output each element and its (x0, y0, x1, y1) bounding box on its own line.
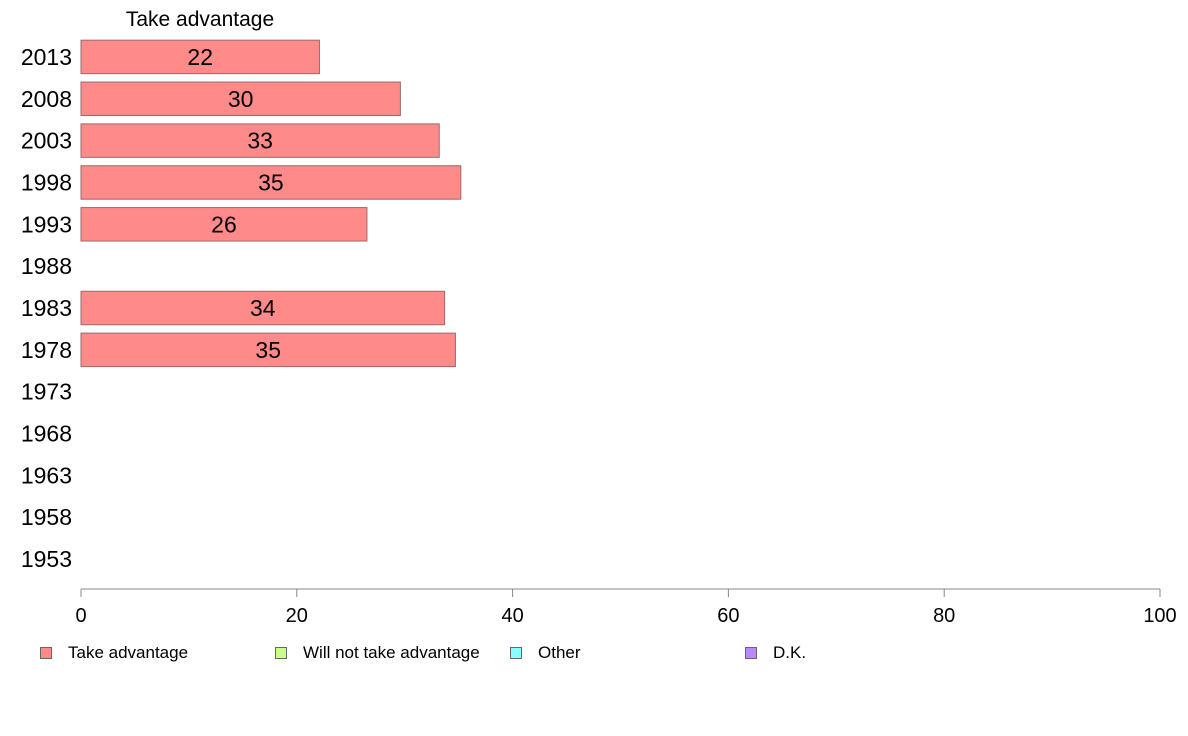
x-tick-label: 0 (75, 605, 86, 627)
bar-value-label: 35 (258, 169, 284, 195)
bar (80, 207, 368, 242)
y-axis-tick-labels: 2013 2008 2003 1998 1993 1988 1983 1978 1973 1968… (21, 44, 72, 572)
chart-title: Take advantage (126, 8, 274, 31)
x-axis: 0 20 40 60 80 100 (75, 588, 1177, 627)
bar (80, 81, 401, 117)
bar (80, 123, 440, 158)
y-tick-label: 1983 (21, 295, 72, 321)
legend-label: Take advantage (68, 643, 189, 662)
legend-swatch-take-advantage (40, 647, 52, 659)
x-tick-label: 40 (501, 605, 523, 627)
x-tick-label: 20 (286, 605, 308, 627)
x-tick-label: 100 (1143, 605, 1176, 627)
bar (80, 165, 462, 200)
legend-label: Other (538, 643, 581, 662)
x-tick-label: 60 (717, 605, 739, 627)
bar (80, 332, 456, 368)
bar-value-label: 34 (250, 295, 276, 321)
legend-label: D.K. (773, 643, 807, 662)
legend: Take advantage Will not take advantage O… (0, 640, 1188, 666)
y-tick-label: 1963 (21, 462, 72, 488)
y-tick-label: 2013 (21, 44, 72, 70)
x-tick-label: 80 (933, 605, 955, 627)
legend-item-will-not-take-advantage: Will not take advantage (275, 643, 480, 663)
y-tick-label: 1973 (21, 379, 72, 405)
bar (80, 39, 320, 75)
bar-value-label: 22 (187, 44, 213, 70)
bar-value-label: 35 (255, 337, 281, 363)
y-tick-label: 1993 (21, 211, 72, 237)
y-tick-label: 2003 (21, 128, 72, 154)
y-tick-label: 1953 (21, 546, 72, 572)
y-tick-label: 1998 (21, 169, 72, 195)
y-tick-label: 1958 (21, 504, 72, 530)
bar-labels-group: 22 30 33 35 26 34 35 (187, 44, 283, 363)
bars-group (80, 39, 462, 368)
y-tick-label: 2008 (21, 86, 72, 112)
bar-value-label: 33 (247, 128, 273, 154)
legend-item-dk: D.K. (745, 643, 806, 663)
bar-value-label: 30 (228, 86, 254, 112)
legend-swatch-will-not-take-advantage (275, 647, 287, 659)
bar (80, 290, 446, 326)
bar-value-label: 26 (211, 211, 237, 237)
legend-item-other: Other (510, 643, 581, 663)
y-tick-label: 1968 (21, 421, 72, 447)
y-tick-label: 1988 (21, 253, 72, 279)
legend-label: Will not take advantage (303, 643, 480, 662)
legend-swatch-other (510, 647, 522, 659)
y-tick-label: 1978 (21, 337, 72, 363)
legend-item-take-advantage: Take advantage (40, 643, 188, 663)
legend-swatch-dk (745, 647, 757, 659)
